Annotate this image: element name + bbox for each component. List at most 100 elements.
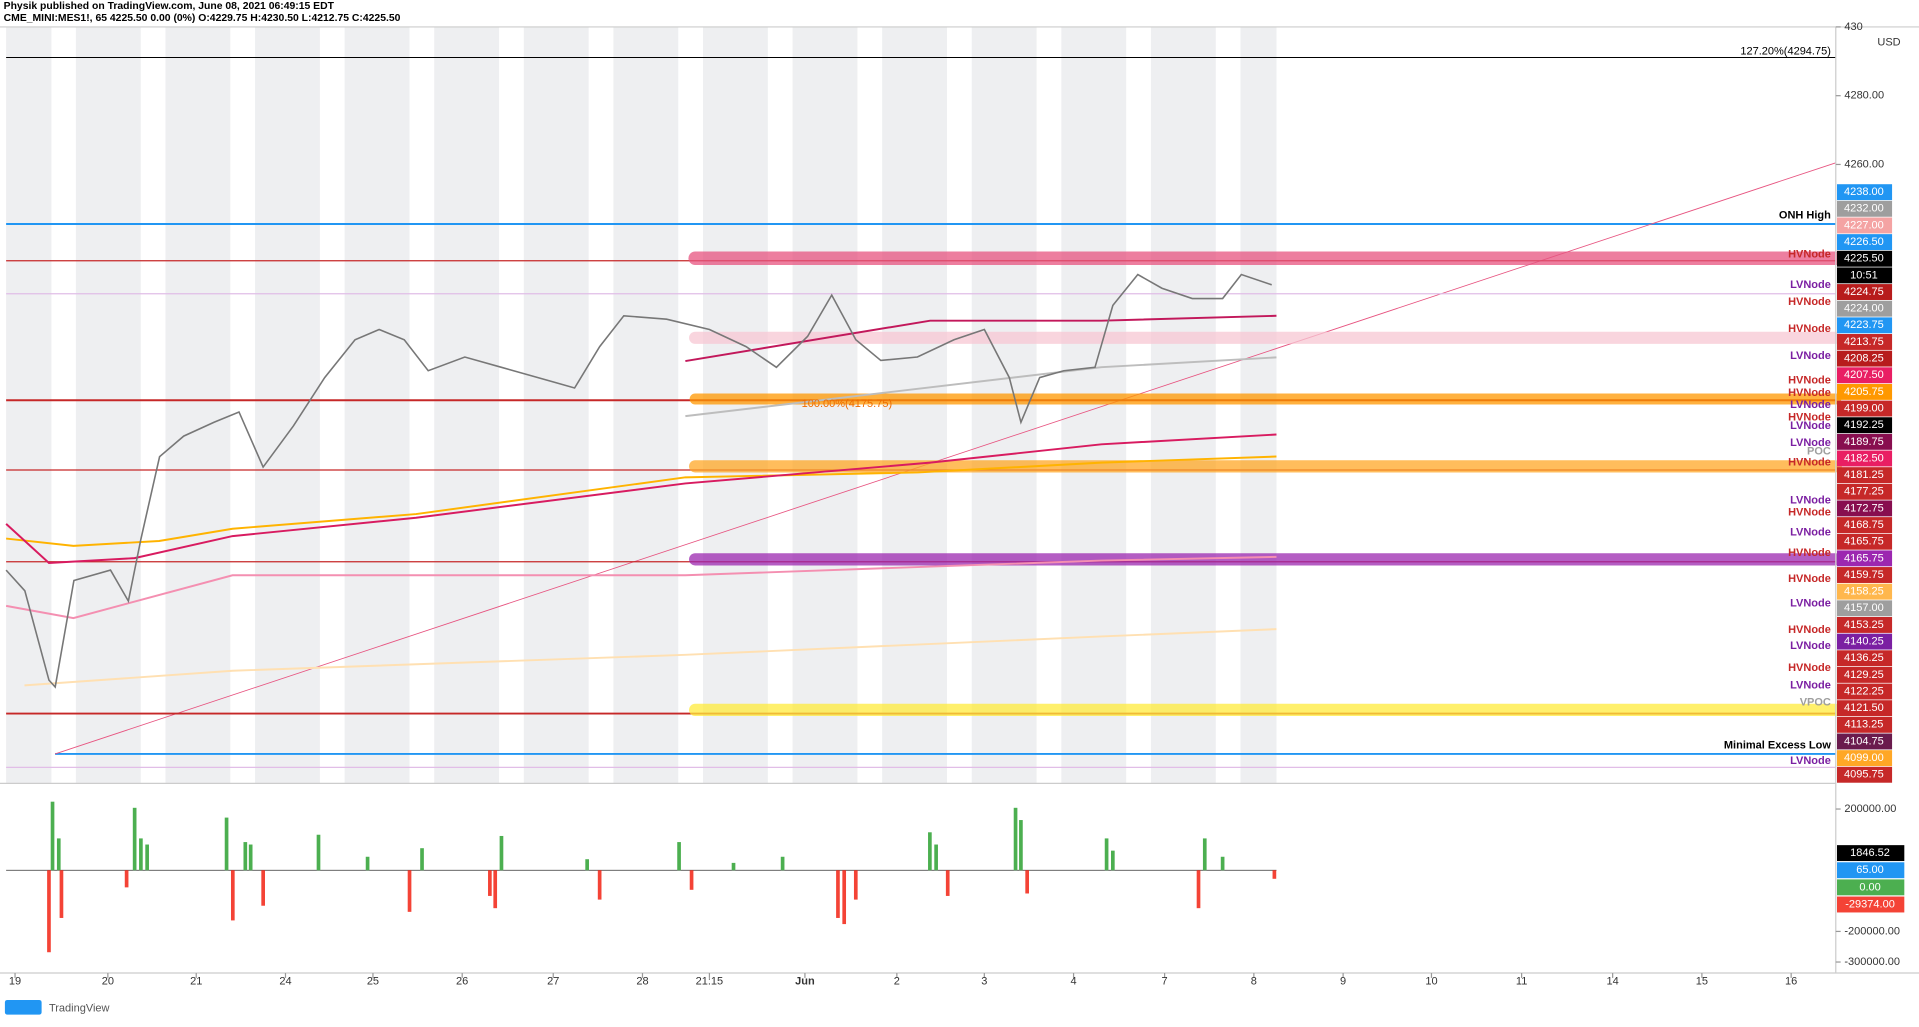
session [971,26,1037,784]
price-label: 4224.75 [1844,286,1884,298]
price-label: 4165.75 [1844,536,1884,548]
level-label: HVNode [1788,323,1831,335]
price-label-box [1837,683,1893,700]
volume-bar [420,848,424,871]
volume-bar [928,832,932,871]
level-label: Minimal Excess Low [1724,739,1831,751]
x-tick-label: 10 [1425,976,1437,988]
volume-bar [499,835,504,871]
vwap [6,455,1277,547]
price-label: 4192.25 [1844,419,1884,431]
price-label-box [1837,616,1893,633]
vwap-band [685,314,1277,363]
volume-bar [945,870,950,896]
volume-bar [261,870,265,906]
level-label: HVNode [1788,624,1831,636]
price-label: 4224.00 [1844,303,1884,315]
level-label: VPOC [1800,696,1831,708]
price-label: 4181.25 [1844,469,1884,481]
level-label: HVNode [1788,457,1831,469]
volume-bar [56,838,61,871]
price-label: 4227.00 [1844,219,1884,231]
value-label-box [1837,896,1905,913]
level-label: HVNode [1788,248,1831,260]
price-label-box [1837,367,1893,384]
price-label-box [1837,450,1893,467]
volume-bar [493,870,498,909]
value-label-box [1837,862,1905,879]
price-label: 4121.50 [1844,702,1884,714]
volume-bar [1196,870,1201,909]
y-tick-label: -200000.00 [1844,925,1900,937]
level-label: HVNode [1788,387,1831,399]
volume-bar [780,856,785,871]
price-label-box [1837,383,1893,400]
level-label: LVNode [1790,640,1831,652]
price-label-box [1837,500,1893,517]
price-label-box [1837,766,1893,783]
price-label: 4238.00 [1844,186,1884,198]
vwap-band [5,555,1277,620]
level-label: HVNode [1788,547,1831,559]
level-label: HVNode [1788,573,1831,585]
level-label: HVNode [1788,507,1831,519]
countdown-box [1837,267,1893,284]
volume-bar [1025,870,1029,894]
price-label: 4165.75 [1844,552,1884,564]
price-label-box [1837,716,1893,733]
session [702,26,768,784]
price-label-box [1837,234,1893,251]
price-label-box [1837,533,1893,550]
price-label-box [1837,483,1893,500]
price-label: 4157.00 [1844,602,1884,614]
volume-bar [407,870,412,912]
session [75,26,141,784]
session [255,26,320,784]
volume-bar [597,870,602,900]
header-line: Physik published on TradingView.com, Jun… [4,1,335,12]
volume-bar [47,870,51,953]
x-tick-label: 21:15 [696,976,724,988]
price-label: 4113.25 [1844,719,1883,731]
price-label-box [1837,700,1893,717]
price-label-box [1837,633,1893,650]
volume-bar [50,801,55,871]
level-label: LVNode [1790,597,1831,609]
value-label: -29374.00 [1845,898,1895,910]
volume-bar [248,844,253,871]
x-tick-label: 3 [981,976,987,988]
price-label: 4158.25 [1844,586,1884,598]
session [1061,26,1127,784]
price-label-box [1837,600,1893,617]
header-line: CME_MINI:MES1!, 65 4225.50 0.00 (0%) O:4… [4,13,401,24]
session [1150,26,1216,784]
volume-bar [145,844,149,871]
price-label-box [1837,184,1893,201]
session [434,26,500,784]
y-tick-label: 430 [1844,21,1862,33]
price-label-box [1837,517,1893,534]
session [6,26,52,784]
volume-bar [689,870,694,890]
volume-bar [585,859,589,871]
price-label: 4232.00 [1844,203,1884,215]
price-label-box [1837,750,1893,767]
logo: TradingView [49,1002,110,1014]
price-label: 4122.25 [1844,685,1884,697]
x-tick-label: 14 [1607,976,1619,988]
price-label-box [1837,200,1893,217]
session [882,26,948,784]
price-label: 4153.25 [1844,619,1884,631]
price-label: 4104.75 [1844,735,1884,747]
x-tick-label: 28 [636,976,648,988]
volume-bar [934,844,938,871]
value-label: 0.00 [1859,881,1880,893]
value-label-box [1837,879,1905,896]
price-label-box [1837,650,1893,667]
price-label: 4225.50 [1844,253,1884,265]
x-tick-label: 9 [1340,976,1346,988]
price-label-box [1837,733,1893,750]
price-label-box [1837,217,1893,234]
countdown: 10:51 [1850,269,1878,281]
x-tick-label: 27 [547,976,559,988]
